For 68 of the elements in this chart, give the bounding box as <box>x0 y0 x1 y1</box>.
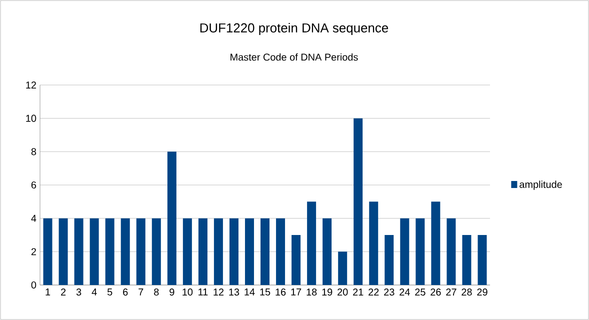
y-tick-label: 0 <box>31 281 36 289</box>
bar <box>400 218 410 285</box>
x-tick-label: 2 <box>61 288 66 296</box>
y-tick-label: 6 <box>31 181 36 189</box>
x-tick-label: 24 <box>400 288 410 296</box>
legend-label: amplitude <box>520 180 562 190</box>
bar <box>276 218 286 285</box>
bar <box>43 218 52 285</box>
x-tick-label: 13 <box>229 288 240 296</box>
x-tick-label: 14 <box>244 288 255 296</box>
bar <box>260 218 270 285</box>
x-tick-label: 1 <box>46 288 50 296</box>
bar <box>229 218 238 285</box>
x-tick-label: 17 <box>291 288 302 296</box>
bar <box>120 218 130 285</box>
bar <box>74 218 84 285</box>
x-tick-label: 12 <box>214 288 224 296</box>
bar <box>244 218 254 285</box>
bar <box>105 218 114 285</box>
x-tick-label: 19 <box>322 288 332 296</box>
bar <box>198 218 208 285</box>
x-tick-label: 25 <box>415 288 426 296</box>
x-tick-label: 21 <box>353 288 364 296</box>
x-tick-label: 3 <box>76 288 82 296</box>
x-tick-label: 27 <box>446 288 456 296</box>
bar <box>307 202 316 285</box>
bar <box>354 118 363 285</box>
chart-title: DUF1220 protein DNA sequence <box>200 22 388 36</box>
y-tick-label: 2 <box>31 248 36 256</box>
bar <box>369 202 378 285</box>
x-tick-label: 6 <box>123 288 128 296</box>
bar <box>152 218 161 285</box>
y-tick-label: 10 <box>26 114 36 122</box>
x-tick-label: 5 <box>107 288 112 296</box>
x-tick-label: 4 <box>92 288 97 296</box>
x-tick-label: 9 <box>170 288 174 296</box>
bar <box>214 218 223 285</box>
x-tick-label: 11 <box>198 288 208 296</box>
bar <box>338 252 348 285</box>
bar <box>167 152 176 285</box>
y-tick-label: 8 <box>31 148 36 156</box>
x-tick-label: 16 <box>276 288 286 296</box>
x-tick-label: 18 <box>306 288 317 296</box>
bar <box>90 218 99 285</box>
chart-subtitle: Master Code of DNA Periods <box>230 53 358 61</box>
bar <box>322 218 332 285</box>
bar <box>182 218 192 285</box>
x-tick-label: 23 <box>384 288 394 296</box>
x-tick-label: 10 <box>182 288 193 296</box>
bar <box>58 218 68 285</box>
x-tick-label: 22 <box>368 288 379 296</box>
bar <box>462 235 472 285</box>
x-tick-label: 7 <box>138 288 144 296</box>
x-tick-label: 29 <box>477 288 488 296</box>
y-tick-label: 4 <box>31 214 36 222</box>
bar <box>292 235 301 285</box>
bar <box>416 218 425 285</box>
bar <box>446 218 456 285</box>
bar <box>431 202 440 285</box>
bar <box>136 218 146 285</box>
x-tick-label: 26 <box>430 288 441 296</box>
bar <box>478 235 487 285</box>
x-tick-label: 8 <box>154 288 159 296</box>
x-tick-label: 20 <box>338 288 348 296</box>
x-tick-label: 28 <box>462 288 472 296</box>
y-tick-label: 12 <box>26 82 36 88</box>
bar <box>384 235 394 285</box>
x-tick-label: 15 <box>260 288 270 296</box>
